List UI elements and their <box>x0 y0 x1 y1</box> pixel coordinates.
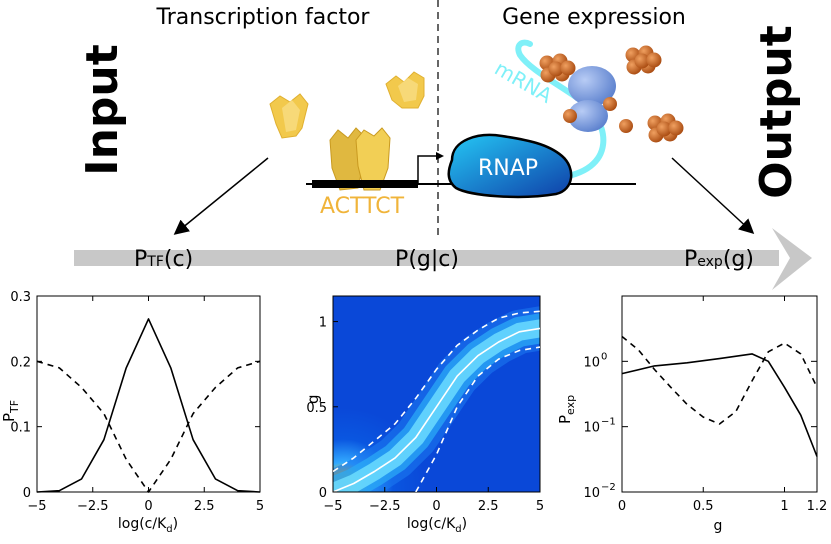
left-title: Transcription factor <box>156 5 371 30</box>
y-tick-label: 0 <box>319 486 327 501</box>
protein-ball <box>656 121 672 137</box>
output-arrow <box>671 157 755 235</box>
panel-a: PTF log(c/Kd) −5 −2.5 0 2.5 5 0 0.1 0.2 0.3 <box>0 290 264 535</box>
y-tick-exponent: 0 <box>601 351 607 362</box>
input-arrow <box>173 157 269 235</box>
y-tick-label: 0.3 <box>10 290 31 305</box>
x-tick-label: 2.5 <box>478 499 499 514</box>
y-tick-label: 1 <box>319 316 327 331</box>
dashed-series-line <box>333 310 540 473</box>
flow-label-left: PTF(c) <box>134 247 193 272</box>
protein-ball <box>603 97 617 111</box>
x-tick-label: 5 <box>256 499 264 514</box>
panel-b-ylabel: g <box>304 394 322 404</box>
promoter-arrow <box>417 155 440 184</box>
binding-site-box <box>312 180 418 188</box>
panel-c-ylabel: Pexp <box>556 395 577 424</box>
tf-bound-dimer <box>329 127 391 191</box>
x-tick-label: −5 <box>27 499 46 514</box>
solid-series-line <box>333 327 540 492</box>
y-tick-exponent: −2 <box>601 482 616 493</box>
flow-bar <box>74 228 812 290</box>
panel-a-xlabel: log(c/Kd) <box>118 516 178 535</box>
y-tick-exponent: −1 <box>601 417 616 428</box>
y-tick-label: 0.5 <box>306 401 327 416</box>
flow-label-right: Pexp(g) <box>684 247 754 272</box>
mrna-strand <box>515 39 607 181</box>
x-tick-label: 1 <box>780 499 788 514</box>
rnap: RNAP <box>447 133 573 199</box>
x-tick-label: 0 <box>618 499 626 514</box>
x-tick-label: 1.2 <box>807 499 828 514</box>
x-tick-label: 0.5 <box>693 499 714 514</box>
x-tick-label: 5 <box>536 499 544 514</box>
y-tick-label: 10 <box>583 486 600 501</box>
dashed-series-line <box>415 346 540 492</box>
output-label: Output <box>751 25 802 199</box>
y-tick-label: 10 <box>583 421 600 436</box>
x-tick-label: −2.5 <box>77 499 109 514</box>
x-tick-label: 2.5 <box>194 499 215 514</box>
dashed-series-line <box>621 335 818 425</box>
tf-molecule-2 <box>385 71 425 109</box>
y-tick-label: 10 <box>583 355 600 370</box>
panel-a-ylabel: PTF <box>0 400 21 422</box>
dashed-series-line <box>36 360 261 493</box>
protein-ball <box>668 120 684 136</box>
protein-ball <box>548 61 564 77</box>
x-tick-label: 0 <box>144 499 152 514</box>
protein-ball <box>646 52 662 68</box>
tf-molecule-1 <box>269 93 309 139</box>
protein-ball <box>634 53 650 69</box>
panel-b: g log(c/Kd) −5 −2.5 0 2.5 5 0 0.5 1 <box>304 295 544 535</box>
protein-ball <box>560 60 576 76</box>
right-title: Gene expression <box>502 5 686 30</box>
input-label: Input <box>77 44 128 176</box>
panel-b-xlabel: log(c/Kd) <box>407 516 467 535</box>
x-tick-label: −5 <box>323 499 342 514</box>
flow-label-middle: P(g|c) <box>395 247 459 272</box>
x-tick-label: 0 <box>432 499 440 514</box>
protein-clusters <box>539 45 684 143</box>
binding-site-label: ACTTCT <box>320 194 405 219</box>
solid-series-line <box>36 318 261 493</box>
y-tick-label: 0.1 <box>10 421 31 436</box>
panel-c-xlabel: g <box>714 518 723 534</box>
rnap-label: RNAP <box>478 156 538 181</box>
ribosome <box>568 66 616 132</box>
y-tick-label: 0 <box>23 486 31 501</box>
x-tick-label: −2.5 <box>369 499 401 514</box>
protein-ball <box>563 109 577 123</box>
protein-ball <box>619 119 633 133</box>
y-tick-label: 0.2 <box>10 355 31 370</box>
solid-series-line <box>621 353 818 457</box>
